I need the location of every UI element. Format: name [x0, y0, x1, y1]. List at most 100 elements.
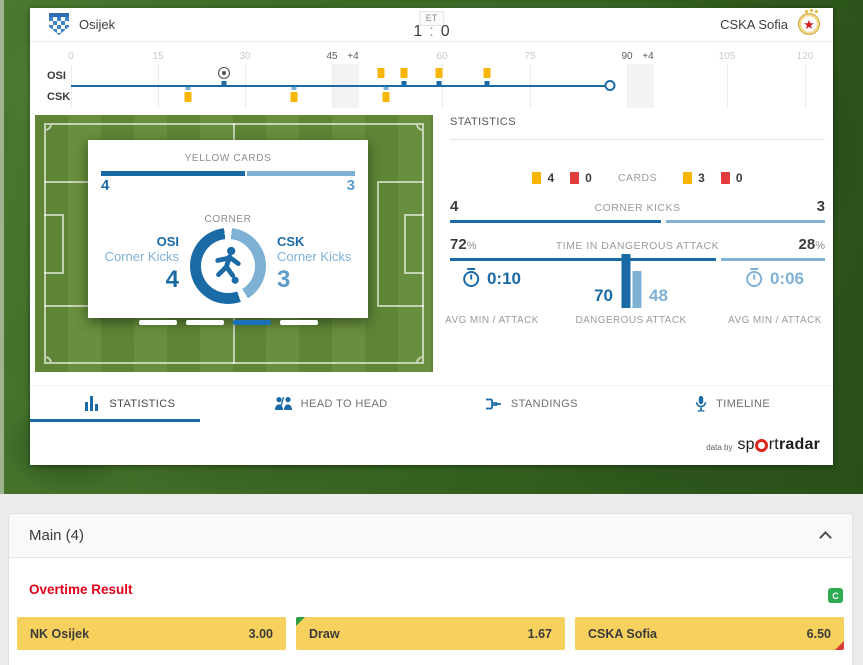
slide-dash[interactable]	[279, 320, 318, 325]
red-card-icon	[570, 172, 580, 184]
period-badge: ET	[418, 11, 445, 26]
tab-statistics[interactable]: STATISTICS	[30, 386, 231, 421]
slide-dash[interactable]	[138, 320, 177, 325]
yellow-cards-home-value: 4	[101, 177, 110, 194]
home-event-tick	[401, 81, 407, 85]
dangerous-time-bar-home	[450, 258, 717, 261]
timeline-play-line	[71, 85, 610, 87]
corner-arc	[46, 356, 52, 362]
home-yellow-count: 4	[547, 171, 555, 185]
sportradar-o-icon	[755, 439, 769, 452]
corner-donut-chart	[190, 228, 266, 304]
outcome-name: Draw	[309, 626, 340, 641]
outcome-name: CSKA Sofia	[588, 626, 657, 641]
minute-label: 75	[524, 51, 536, 62]
outcomes-row: NK Osijek 3.00 Draw 1.67 CSKA Sofia 6.50	[17, 617, 844, 650]
microphone-icon	[695, 395, 707, 412]
cards-label: CARDS	[617, 172, 658, 184]
scoreboard-header: Osijek ET 1:0 ★ CSKA Sofia	[30, 8, 833, 42]
away-red-count: 0	[735, 171, 743, 185]
outcome-odds: 6.50	[806, 626, 831, 641]
corner-arc	[416, 356, 422, 362]
minute-label: 120	[796, 51, 814, 62]
corner-away-caption: Corner Kicks	[277, 249, 352, 264]
stopwatch-icon	[745, 271, 762, 287]
dangerous-attack-home: 70	[594, 286, 613, 305]
avg-attack-home-value: 0:10	[486, 269, 522, 288]
pitch-penalty-box-right	[377, 180, 424, 307]
dangerous-time-away: 28	[798, 236, 816, 253]
market-group-title: Main (4)	[29, 527, 85, 544]
yellow-cards-away-value: 3	[346, 177, 355, 194]
dangerous-time-bar-away	[721, 258, 825, 261]
data-by-label: data by	[706, 442, 733, 452]
dangerous-time-home: 72	[450, 236, 467, 253]
yellow-cards-bar-away	[246, 171, 355, 176]
outcome-cska-sofia[interactable]: CSKA Sofia 6.50	[575, 617, 844, 650]
home-score: 1	[413, 23, 423, 40]
slide-dash[interactable]	[232, 320, 271, 325]
score: 1:0	[413, 23, 449, 41]
avg-attack-away-block: 0:06 AVG MIN / ATTACK	[728, 250, 822, 326]
odds-down-indicator	[835, 641, 844, 650]
corner-away-abbr: CSK	[277, 234, 305, 249]
tab-standings[interactable]: STANDINGS	[432, 386, 633, 421]
cards-stat-row: 4 0 CARDS 3 0	[450, 171, 825, 185]
yellow-cards-bar	[101, 171, 355, 176]
yellow-card-event-marker	[382, 92, 390, 102]
red-card-icon	[720, 172, 730, 184]
timeline-away-label: CSK	[47, 91, 71, 103]
yellow-card-icon	[532, 172, 542, 184]
yellow-card-icon	[683, 172, 693, 184]
tab-head-to-head[interactable]: HEAD TO HEAD	[231, 386, 432, 421]
market-group-accordion[interactable]: Main (4)	[9, 514, 852, 558]
slide-dash[interactable]	[185, 320, 224, 325]
outcome-draw[interactable]: Draw 1.67	[296, 617, 565, 650]
corner-kicks-label: CORNER KICKS	[594, 202, 681, 214]
match-timeline: 0 15 30 45 +4 60 75 90 +4 105 120 OSI CSK	[30, 42, 833, 114]
corner-kicks-bar-away	[666, 220, 825, 223]
brand-part2: rt	[768, 436, 779, 453]
minute-label: 30	[239, 51, 251, 62]
osijek-crest-icon	[49, 13, 69, 35]
avg-attack-home-caption: AVG MIN / ATTACK	[445, 315, 539, 326]
home-event-tick	[436, 81, 442, 85]
percent-sign: %	[466, 240, 477, 252]
home-event-tick	[484, 81, 490, 85]
dangerous-time-label: TIME IN DANGEROUS ATTACK	[555, 240, 720, 252]
minute-label: 105	[718, 51, 736, 62]
dangerous-attack-block: 70 48 DANGEROUS ATTACK	[575, 250, 686, 326]
dangerous-attack-bars	[620, 250, 641, 308]
home-red-count: 0	[585, 171, 592, 185]
brand-part1: sp	[737, 436, 755, 453]
corner-away-block: CSK Corner Kicks 3	[277, 234, 365, 294]
corner-title: CORNER	[204, 214, 252, 225]
odds-up-indicator	[296, 617, 305, 626]
yellow-card-event-marker	[290, 92, 298, 102]
away-team: ★ CSKA Sofia	[720, 10, 820, 35]
home-team: Osijek	[49, 13, 115, 35]
dangerous-attack-away: 48	[648, 286, 668, 305]
betting-markets-card: Main (4) Overtime Result C NK Osijek 3.00…	[8, 513, 853, 665]
corner-arc	[46, 125, 52, 131]
yellow-card-event-marker	[400, 68, 408, 78]
home-team-name: Osijek	[79, 16, 116, 32]
tab-timeline[interactable]: TIMELINE	[632, 386, 833, 421]
soccer-player-icon	[215, 246, 241, 284]
sportradar-branding[interactable]: data by sp rt radar	[706, 436, 820, 454]
corner-home-block: OSI Corner Kicks 4	[91, 234, 179, 294]
minute-label: 0	[68, 51, 74, 62]
corner-home-abbr: OSI	[156, 234, 179, 249]
score-separator: :	[429, 23, 434, 40]
avg-attack-away-value: 0:06	[769, 269, 805, 288]
cska-sofia-crest-icon: ★	[798, 10, 820, 35]
corner-home-caption: Corner Kicks	[104, 249, 179, 264]
dangerous-attack-bar-home	[620, 254, 630, 308]
bar-chart-icon	[85, 396, 100, 411]
away-event-tick	[383, 86, 389, 90]
outcome-nk-osijek[interactable]: NK Osijek 3.00	[17, 617, 286, 650]
corner-kicks-stat: 4 CORNER KICKS 3	[450, 198, 825, 223]
dangerous-time-stat: 72% TIME IN DANGEROUS ATTACK 28%	[450, 236, 825, 261]
minute-gridline	[805, 64, 806, 108]
